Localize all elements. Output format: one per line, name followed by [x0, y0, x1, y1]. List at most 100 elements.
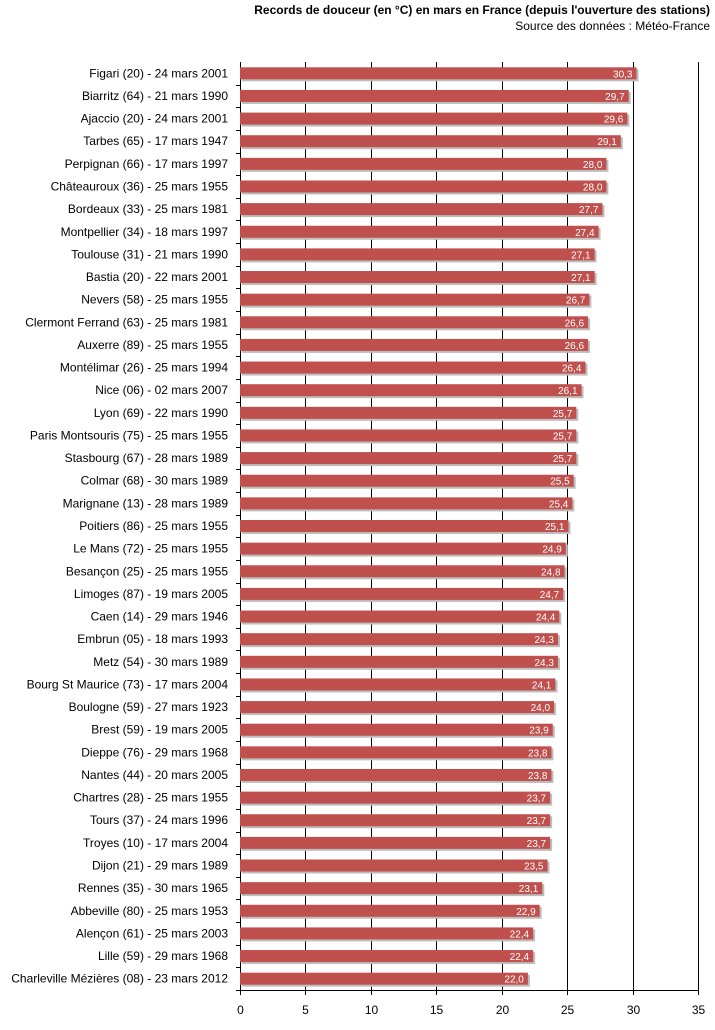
bar: [240, 452, 577, 465]
bar: [240, 135, 621, 148]
category-label: Ajaccio (20) - 24 mars 2001: [81, 112, 229, 126]
category-label: Nice (06) - 02 mars 2007: [95, 383, 228, 397]
chart-subtitle: Source des données : Météo-France: [515, 19, 710, 33]
category-label: Brest (59) - 19 mars 2005: [91, 723, 228, 737]
data-label: 27,1: [571, 250, 591, 261]
category-label: Dieppe (76) - 29 mars 1968: [81, 745, 228, 759]
data-label: 23,7: [527, 794, 547, 805]
bar: [240, 950, 534, 963]
category-label: Boulogne (59) - 27 mars 1923: [69, 700, 229, 714]
bar: [240, 904, 540, 917]
bar: [240, 248, 595, 261]
data-label: 24,8: [541, 567, 561, 578]
data-label: 23,5: [524, 862, 544, 873]
bar: [240, 859, 548, 872]
category-label: Nevers (58) - 25 mars 1955: [81, 293, 228, 307]
category-label: Stasbourg (67) - 28 mars 1989: [65, 451, 229, 465]
category-label: Toulouse (31) - 21 mars 1990: [71, 247, 228, 261]
data-label: 28,0: [583, 182, 603, 193]
bar: [240, 474, 574, 487]
data-label: 24,3: [535, 658, 555, 669]
category-label: Lyon (69) - 22 mars 1990: [94, 406, 229, 420]
bar: [240, 882, 543, 895]
data-label: 24,0: [531, 703, 551, 714]
bar: [240, 972, 528, 985]
chart-title: Records de douceur (en °C) en mars en Fr…: [254, 3, 710, 17]
category-label: Biarritz (64) - 21 mars 1990: [82, 89, 228, 103]
category-label: Troyes (10) - 17 mars 2004: [83, 836, 228, 850]
category-label: Rennes (35) - 30 mars 1965: [78, 881, 228, 895]
data-label: 28,0: [583, 160, 603, 171]
data-label: 27,7: [579, 205, 599, 216]
bar: [240, 112, 628, 125]
bar: [240, 587, 564, 600]
bar: [240, 746, 552, 759]
data-label: 24,9: [542, 545, 562, 556]
category-label: Montélimar (26) - 25 mars 1994: [60, 361, 228, 375]
bar: [240, 67, 637, 80]
category-label: Alençon (61) - 25 mars 2003: [76, 926, 228, 940]
category-label: Montpellier (34) - 18 mars 1997: [61, 225, 229, 239]
x-tick-label: 30: [627, 1003, 641, 1017]
data-label: 22,0: [504, 975, 524, 986]
bar: [240, 565, 565, 578]
data-label: 29,1: [597, 137, 617, 148]
data-label: 25,7: [553, 431, 573, 442]
bar: [240, 316, 589, 329]
bar: [240, 338, 589, 351]
bar: [240, 814, 551, 827]
x-tick-label: 20: [496, 1003, 510, 1017]
category-label: Lille (59) - 29 mars 1968: [98, 949, 228, 963]
category-label: Bastia (20) - 22 mars 2001: [86, 270, 228, 284]
bar: [240, 542, 566, 555]
data-label: 24,4: [536, 613, 556, 624]
data-label: 24,3: [535, 635, 555, 646]
category-label: Dijon (21) - 29 mars 1989: [92, 859, 228, 873]
category-label: Colmar (68) - 30 mars 1989: [81, 474, 229, 488]
data-label: 22,4: [510, 952, 530, 963]
x-tick-label: 35: [692, 1003, 706, 1017]
bar: [240, 225, 599, 238]
data-label: 23,1: [519, 884, 539, 895]
bar: [240, 180, 607, 193]
bar: [240, 406, 577, 419]
category-label: Metz (54) - 30 mars 1989: [93, 655, 228, 669]
category-label: Besançon (25) - 25 mars 1955: [66, 564, 228, 578]
data-label: 23,8: [528, 771, 548, 782]
data-label: 25,7: [553, 454, 573, 465]
category-label: Perpignan (66) - 17 mars 1997: [65, 157, 229, 171]
bar: [240, 89, 629, 102]
category-label: Nantes (44) - 20 mars 2005: [81, 768, 228, 782]
x-tick-label: 15: [430, 1003, 444, 1017]
data-label: 22,9: [516, 907, 536, 918]
data-label: 26,6: [565, 318, 585, 329]
category-label: Charleville Mézières (08) - 23 mars 2012: [11, 972, 228, 986]
category-label: Caen (14) - 29 mars 1946: [91, 610, 229, 624]
bar: [240, 157, 607, 170]
data-label: 25,7: [553, 409, 573, 420]
category-label: Tarbes (65) - 17 mars 1947: [83, 134, 228, 148]
category-label: Bourg St Maurice (73) - 17 mars 2004: [27, 677, 229, 691]
data-label: 23,9: [529, 726, 549, 737]
data-label: 25,5: [550, 477, 570, 488]
bar: [240, 203, 603, 216]
bar: [240, 520, 569, 532]
bar: [240, 723, 553, 736]
bar: [240, 633, 558, 646]
bar: [240, 293, 590, 306]
data-label: 26,7: [566, 296, 586, 307]
category-label: Tours (37) - 24 mars 1996: [90, 813, 228, 827]
bar: [240, 655, 558, 668]
category-label: Paris Montsouris (75) - 25 mars 1955: [30, 428, 228, 442]
category-label: Abbeville (80) - 25 mars 1953: [71, 904, 229, 918]
category-label: Chartres (28) - 25 mars 1955: [73, 791, 228, 805]
bar: [240, 384, 582, 397]
data-label: 23,7: [527, 839, 547, 850]
x-tick-label: 10: [365, 1003, 379, 1017]
bar: [240, 768, 552, 781]
data-label: 26,1: [558, 386, 578, 397]
data-label: 24,1: [532, 680, 552, 691]
category-label: Embrun (05) - 18 mars 1993: [77, 632, 228, 646]
category-label: Marignane (13) - 28 mars 1989: [63, 496, 229, 510]
x-tick-label: 25: [561, 1003, 575, 1017]
